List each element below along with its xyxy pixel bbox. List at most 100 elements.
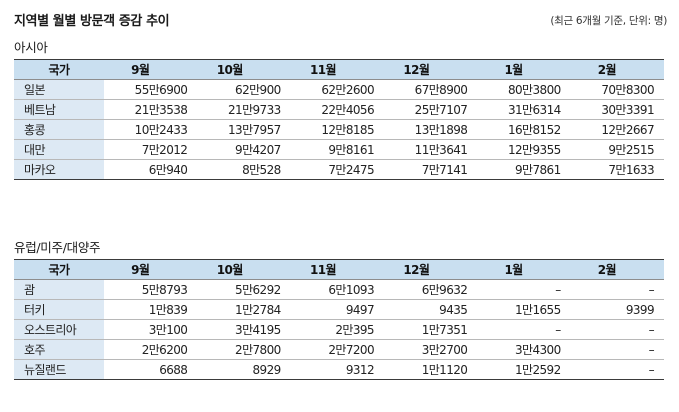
value-cell: 9만4207: [197, 139, 291, 160]
column-header-month: 12월: [383, 259, 478, 280]
value-cell: 7만1633: [570, 159, 664, 180]
column-header-month: 2월: [570, 259, 664, 280]
value-cell: 3만100: [104, 319, 198, 340]
value-cell: 9만7861: [477, 159, 571, 180]
value-cell: 62만2600: [290, 79, 384, 100]
table-row: 호주 2만6200 2만7800 2만7200 3만2700 3만4300 –: [14, 339, 664, 360]
value-cell: 22만4056: [290, 99, 384, 120]
value-cell: 1만1655: [477, 299, 571, 320]
table-row: 베트남 21만3538 21만9733 22만4056 25만7107 31만6…: [14, 99, 664, 120]
value-cell: 9만8161: [290, 139, 384, 160]
table-row: 괌 5만8793 5만6292 6만1093 6만9632 – –: [14, 279, 664, 300]
value-cell: 6688: [104, 359, 198, 380]
value-cell: 6만9632: [383, 279, 478, 300]
value-cell: 7만7141: [383, 159, 478, 180]
value-cell: 9497: [290, 299, 384, 320]
table-row: 뉴질랜드 6688 8929 9312 1만1120 1만2592 –: [14, 359, 664, 380]
table-row: 마카오 6만940 8만528 7만2475 7만7141 9만7861 7만1…: [14, 159, 664, 180]
value-cell: 2만395: [290, 319, 384, 340]
value-cell: 67만8900: [383, 79, 478, 100]
region-title-asia: 아시아: [14, 40, 48, 55]
country-cell: 터키: [14, 299, 104, 320]
value-cell: 16만8152: [477, 119, 571, 140]
value-cell: 3만2700: [383, 339, 478, 360]
value-cell: 2만7200: [290, 339, 384, 360]
value-cell: 21만9733: [197, 99, 291, 120]
value-cell: –: [477, 279, 571, 300]
value-cell: 3만4195: [197, 319, 291, 340]
value-cell: 12만2667: [570, 119, 664, 140]
value-cell: –: [570, 339, 664, 360]
table-header-row: 국가 9월 10월 11월 12월 1월 2월: [14, 59, 664, 80]
value-cell: 1만7351: [383, 319, 478, 340]
value-cell: 55만6900: [104, 79, 198, 100]
column-header-month: 9월: [104, 259, 198, 280]
value-cell: 9312: [290, 359, 384, 380]
column-header-country: 국가: [14, 59, 104, 80]
value-cell: 9435: [383, 299, 478, 320]
value-cell: 80만3800: [477, 79, 571, 100]
value-cell: 1만839: [104, 299, 198, 320]
region-title-europe-americas-oceania: 유럽/미주/대양주: [14, 240, 101, 255]
column-header-month: 12월: [383, 59, 478, 80]
value-cell: 1만2592: [477, 359, 571, 380]
asia-visitor-table: 국가 9월 10월 11월 12월 1월 2월 일본 55만6900 62만90…: [14, 59, 664, 180]
page-title: 지역별 월별 방문객 증감 추이: [14, 14, 170, 29]
country-cell: 오스트리아: [14, 319, 104, 340]
country-cell: 대만: [14, 139, 104, 160]
column-header-country: 국가: [14, 259, 104, 280]
value-cell: 12만8185: [290, 119, 384, 140]
value-cell: 13만7957: [197, 119, 291, 140]
column-header-month: 1월: [477, 259, 571, 280]
country-cell: 마카오: [14, 159, 104, 180]
table-header-row: 국가 9월 10월 11월 12월 1월 2월: [14, 259, 664, 280]
table-row: 오스트리아 3만100 3만4195 2만395 1만7351 – –: [14, 319, 664, 340]
value-cell: –: [477, 319, 571, 340]
column-header-month: 2월: [570, 59, 664, 80]
value-cell: 10만2433: [104, 119, 198, 140]
value-cell: 3만4300: [477, 339, 571, 360]
column-header-month: 9월: [104, 59, 198, 80]
value-cell: 5만8793: [104, 279, 198, 300]
value-cell: 21만3538: [104, 99, 198, 120]
value-cell: 25만7107: [383, 99, 478, 120]
country-cell: 일본: [14, 79, 104, 100]
value-cell: 70만8300: [570, 79, 664, 100]
column-header-month: 1월: [477, 59, 571, 80]
country-cell: 뉴질랜드: [14, 359, 104, 380]
value-cell: 1만1120: [383, 359, 478, 380]
column-header-month: 11월: [290, 59, 384, 80]
value-cell: 2만6200: [104, 339, 198, 360]
value-cell: 62만900: [197, 79, 291, 100]
value-cell: 11만3641: [383, 139, 478, 160]
column-header-month: 10월: [197, 259, 291, 280]
table-row: 일본 55만6900 62만900 62만2600 67만8900 80만380…: [14, 79, 664, 100]
value-cell: 6만940: [104, 159, 198, 180]
value-cell: –: [570, 279, 664, 300]
value-cell: 1만2784: [197, 299, 291, 320]
value-cell: 31만6314: [477, 99, 571, 120]
value-cell: 9399: [570, 299, 664, 320]
column-header-month: 11월: [290, 259, 384, 280]
value-cell: 30만3391: [570, 99, 664, 120]
value-cell: 8929: [197, 359, 291, 380]
value-cell: 2만7800: [197, 339, 291, 360]
table-row: 터키 1만839 1만2784 9497 9435 1만1655 9399: [14, 299, 664, 320]
europe-americas-oceania-visitor-table: 국가 9월 10월 11월 12월 1월 2월 괌 5만8793 5만6292 …: [14, 259, 664, 380]
table-row: 대만 7만2012 9만4207 9만8161 11만3641 12만9355 …: [14, 139, 664, 160]
value-cell: 7만2475: [290, 159, 384, 180]
table-row: 홍콩 10만2433 13만7957 12만8185 13만1898 16만81…: [14, 119, 664, 140]
country-cell: 괌: [14, 279, 104, 300]
country-cell: 호주: [14, 339, 104, 360]
value-cell: –: [570, 319, 664, 340]
value-cell: 6만1093: [290, 279, 384, 300]
value-cell: 9만2515: [570, 139, 664, 160]
value-cell: 12만9355: [477, 139, 571, 160]
value-cell: –: [570, 359, 664, 380]
value-cell: 7만2012: [104, 139, 198, 160]
country-cell: 베트남: [14, 99, 104, 120]
value-cell: 5만6292: [197, 279, 291, 300]
country-cell: 홍콩: [14, 119, 104, 140]
column-header-month: 10월: [197, 59, 291, 80]
value-cell: 13만1898: [383, 119, 478, 140]
